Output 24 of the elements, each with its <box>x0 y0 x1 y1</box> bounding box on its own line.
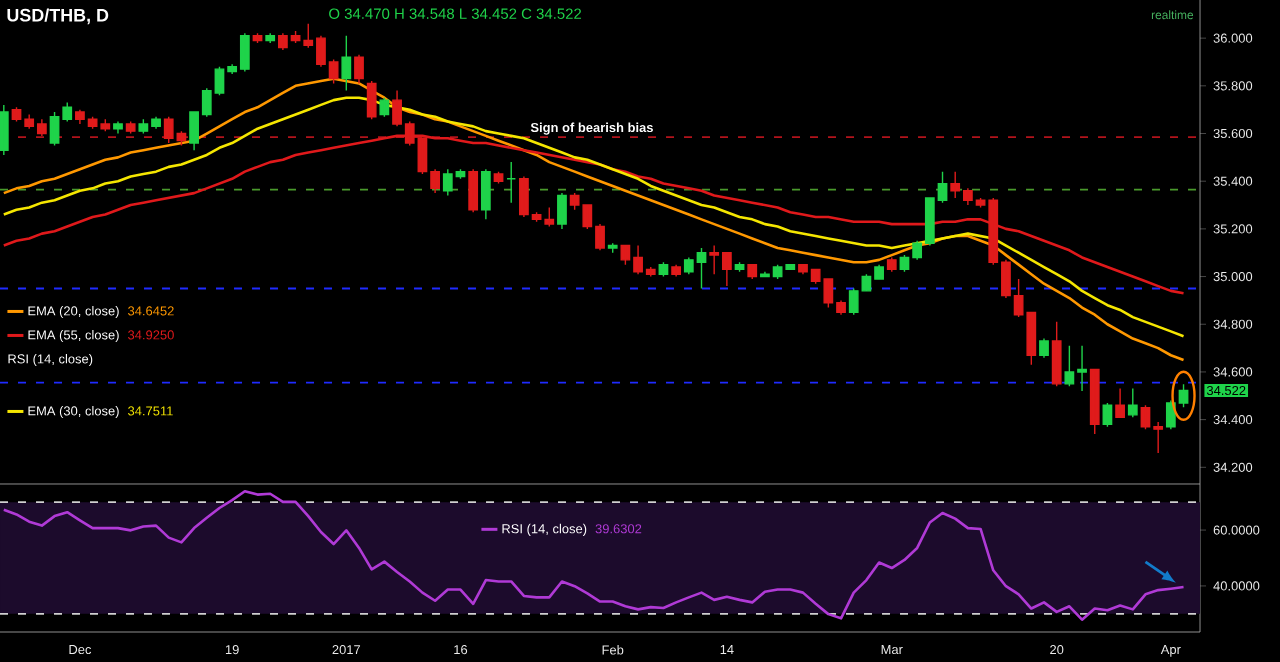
candlestick <box>1127 387 1138 418</box>
candlestick <box>366 80 377 120</box>
candlestick <box>886 256 897 273</box>
candlestick <box>658 261 669 278</box>
candlestick <box>379 97 390 118</box>
candlestick <box>113 120 123 135</box>
candlestick <box>265 32 276 44</box>
candlestick <box>1039 337 1049 359</box>
candlestick <box>1051 321 1062 387</box>
candlestick <box>468 168 479 213</box>
candlestick <box>493 170 504 185</box>
candlestick <box>1089 368 1100 435</box>
candlestick <box>125 120 136 135</box>
candlestick <box>671 263 682 278</box>
candlestick <box>0 104 9 156</box>
chart-title: USD/THB, D <box>7 8 109 25</box>
candlestick <box>506 161 517 204</box>
candlestick <box>557 192 567 230</box>
candlestick <box>341 35 352 92</box>
candlestick <box>1115 387 1125 418</box>
candlestick <box>747 263 758 280</box>
candlestick <box>354 54 364 85</box>
candlestick <box>480 168 491 221</box>
candlestick <box>607 242 618 254</box>
